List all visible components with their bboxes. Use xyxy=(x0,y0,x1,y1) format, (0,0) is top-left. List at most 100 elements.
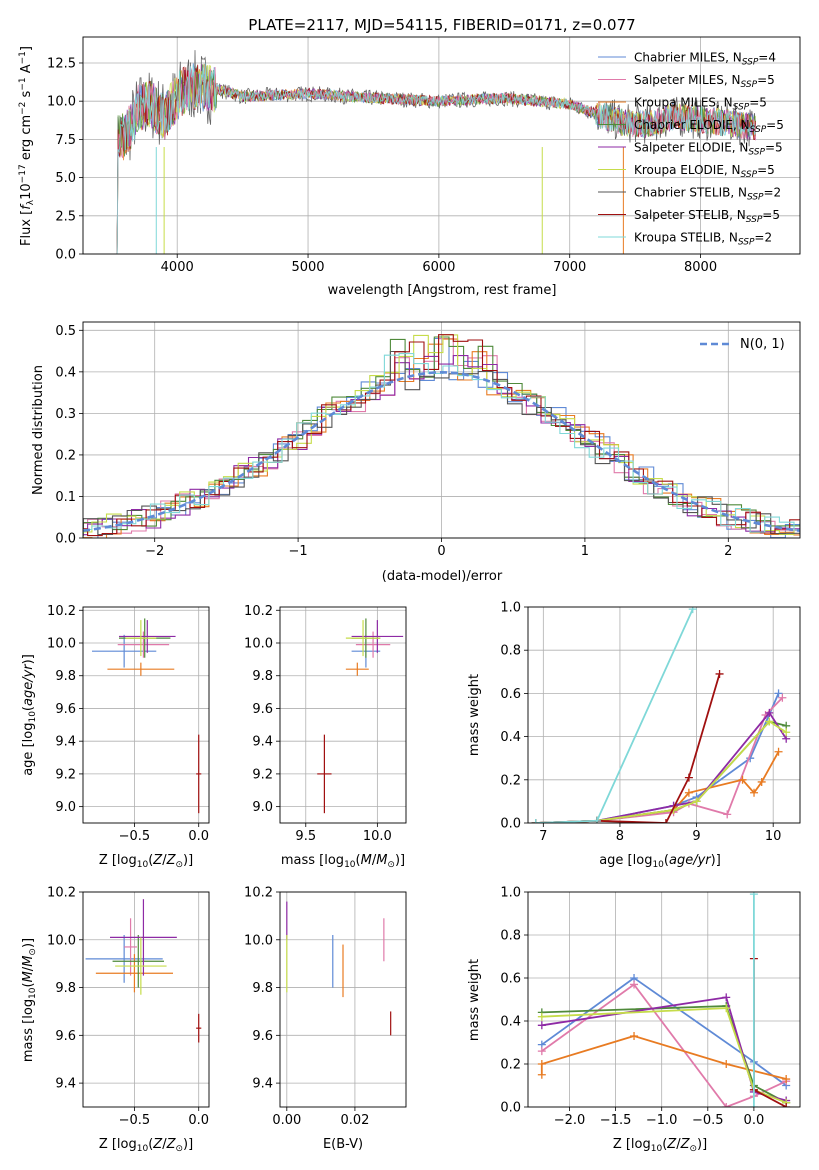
y-tick-label: 10.2 xyxy=(47,604,76,619)
mass-weight-vs-metallicity-panel: −2.0 −1.5 −1.0 −0.5 0.0 0.0 0.2 0.4 0.6 0.8 1.0 xyxy=(500,886,801,1128)
axes-frame xyxy=(527,606,801,824)
grid xyxy=(280,607,406,823)
y-tick-label: 0.5 xyxy=(55,324,76,339)
y-tick-label: 1.0 xyxy=(500,601,521,616)
residuals-panel: −2 −1 0 1 2 0.0 0.1 0.2 0.3 0.4 0.5 N(0, 1) xyxy=(55,321,801,559)
y-tick-label: 10.2 xyxy=(244,886,273,901)
weight-marker xyxy=(592,816,601,823)
legend-value: =4 xyxy=(758,51,776,65)
x-tick-label: −1.5 xyxy=(600,1113,632,1128)
weight-marker xyxy=(749,1103,758,1107)
axes-frame xyxy=(82,606,210,824)
axes-frame xyxy=(82,891,210,1108)
y-tick-label: 1.0 xyxy=(500,886,521,901)
legend-label: Chabrier MILES, NSSP=4 xyxy=(634,51,776,68)
legend-subscript: SSP xyxy=(742,58,759,68)
weight-marker xyxy=(722,1060,731,1068)
x-tick-label: 8000 xyxy=(684,260,717,275)
y-tick-label: 2.5 xyxy=(55,209,76,224)
axes-frame xyxy=(279,891,407,1108)
x-tick-label: −2 xyxy=(145,544,164,559)
weight-marker xyxy=(684,788,693,797)
y-tick-label: 9.6 xyxy=(252,1029,273,1044)
legend-subscript: SSP xyxy=(748,148,765,158)
y-tick-label: 9.4 xyxy=(252,735,273,750)
y-tick-label: 9.4 xyxy=(252,1077,273,1092)
legend-label: Kroupa ELODIE, NSSP=5 xyxy=(634,163,775,180)
x-tick-label: −0.5 xyxy=(119,1113,151,1128)
weight-lines xyxy=(531,607,791,823)
x-tick-label: 9.5 xyxy=(295,829,316,844)
legend-label: N(0, 1) xyxy=(740,337,785,352)
weight-marker xyxy=(537,1021,546,1030)
x-tick-label: 2 xyxy=(724,544,732,559)
y-tick-label: 10.2 xyxy=(47,886,76,901)
x-tick-label: 0.0 xyxy=(188,829,209,844)
y-tick-label: 0.0 xyxy=(500,817,521,832)
x-tick-label: 0.00 xyxy=(272,1113,301,1128)
grid xyxy=(83,607,209,823)
mass-z-xlabel: Z [log10(Z/Z⊙)] xyxy=(99,1137,193,1154)
spectrum-panel: 4000 5000 6000 7000 8000 0.0 2.5 5.0 7.5 10.0 12.5… xyxy=(47,36,801,275)
legend-subscript: SSP xyxy=(746,215,763,225)
y-tick-label: 0.6 xyxy=(500,687,521,702)
histogram-kroupa-stelib xyxy=(83,353,800,533)
legend-label: Chabrier STELIB, NSSP=2 xyxy=(634,186,781,203)
grid xyxy=(528,606,800,824)
weight-marker xyxy=(757,777,766,786)
weight-marker xyxy=(661,819,670,823)
weight-line-chabrier-miles xyxy=(535,693,780,823)
age-vs-metallicity-panel: −0.5 0.0 9.0 9.2 9.4 9.6 9.8 10.0 10.2 xyxy=(47,604,210,844)
axes-frame xyxy=(527,891,801,1108)
legend-label: Salpeter ELODIE, NSSP=5 xyxy=(634,141,783,158)
spectrum-lines xyxy=(114,50,756,254)
y-tick-label: 9.6 xyxy=(252,702,273,717)
legend-value: =2 xyxy=(754,231,772,245)
y-tick-label: 5.0 xyxy=(55,171,76,186)
legend-subscript: SSP xyxy=(747,193,764,203)
weight-line-salpeter-miles xyxy=(535,697,784,823)
weight-marker xyxy=(722,993,731,1002)
age-mass-xlabel: mass [log10(M/M⊙)] xyxy=(281,853,405,870)
weight-marker xyxy=(630,980,639,989)
weight-line-kroupa-stelib xyxy=(535,608,694,823)
y-tick-label: 0.8 xyxy=(500,644,521,659)
x-tick-label: 7 xyxy=(539,829,547,844)
histogram-salpeter-elodie xyxy=(83,355,800,536)
histogram-kroupa-miles xyxy=(83,338,800,538)
y-tick-label: 0.0 xyxy=(500,1101,521,1116)
weight-marker xyxy=(782,1075,791,1084)
error-bars xyxy=(85,899,202,1043)
error-bars xyxy=(92,618,202,814)
mass-ylabel: mass [log10(M/M⊙)] xyxy=(21,938,38,1062)
weight-lines xyxy=(537,892,791,1107)
y-tick-label: 12.5 xyxy=(47,56,76,71)
y-tick-label: 7.5 xyxy=(55,133,76,148)
x-tick-label: 10 xyxy=(765,829,782,844)
y-tick-label: 0.1 xyxy=(55,490,76,505)
figure-title: PLATE=2117, MJD=54115, FIBERID=0171, z=0… xyxy=(248,16,635,34)
weight-marker xyxy=(722,1004,731,1013)
x-tick-label: 4000 xyxy=(161,260,194,275)
y-tick-label: 10.2 xyxy=(244,604,273,619)
weight-marker xyxy=(715,669,724,678)
y-tick-label: 0.4 xyxy=(55,365,76,380)
mass-vs-metallicity-panel: −0.5 0.0 9.4 9.6 9.8 10.0 10.2 xyxy=(47,886,210,1128)
legend-value: =5 xyxy=(765,141,783,155)
y-tick-label: 0.2 xyxy=(500,1058,521,1073)
weight-marker xyxy=(778,693,787,702)
x-tick-label: −1 xyxy=(289,544,308,559)
histograms xyxy=(83,334,800,538)
legend-label: Salpeter MILES, NSSP=5 xyxy=(634,73,775,90)
y-tick-label: 0.2 xyxy=(500,773,521,788)
x-tick-label: 5000 xyxy=(291,260,324,275)
x-tick-label: 6000 xyxy=(422,260,455,275)
mw-age-ylabel: mass weight xyxy=(467,674,482,756)
y-tick-label: 9.8 xyxy=(55,669,76,684)
x-tick-label: 8 xyxy=(616,829,624,844)
y-tick-label: 9.8 xyxy=(55,981,76,996)
mw-z-xlabel: Z [log10(Z/Z⊙)] xyxy=(613,1137,707,1154)
axes-frame xyxy=(82,36,801,255)
axes-frame xyxy=(279,606,407,824)
